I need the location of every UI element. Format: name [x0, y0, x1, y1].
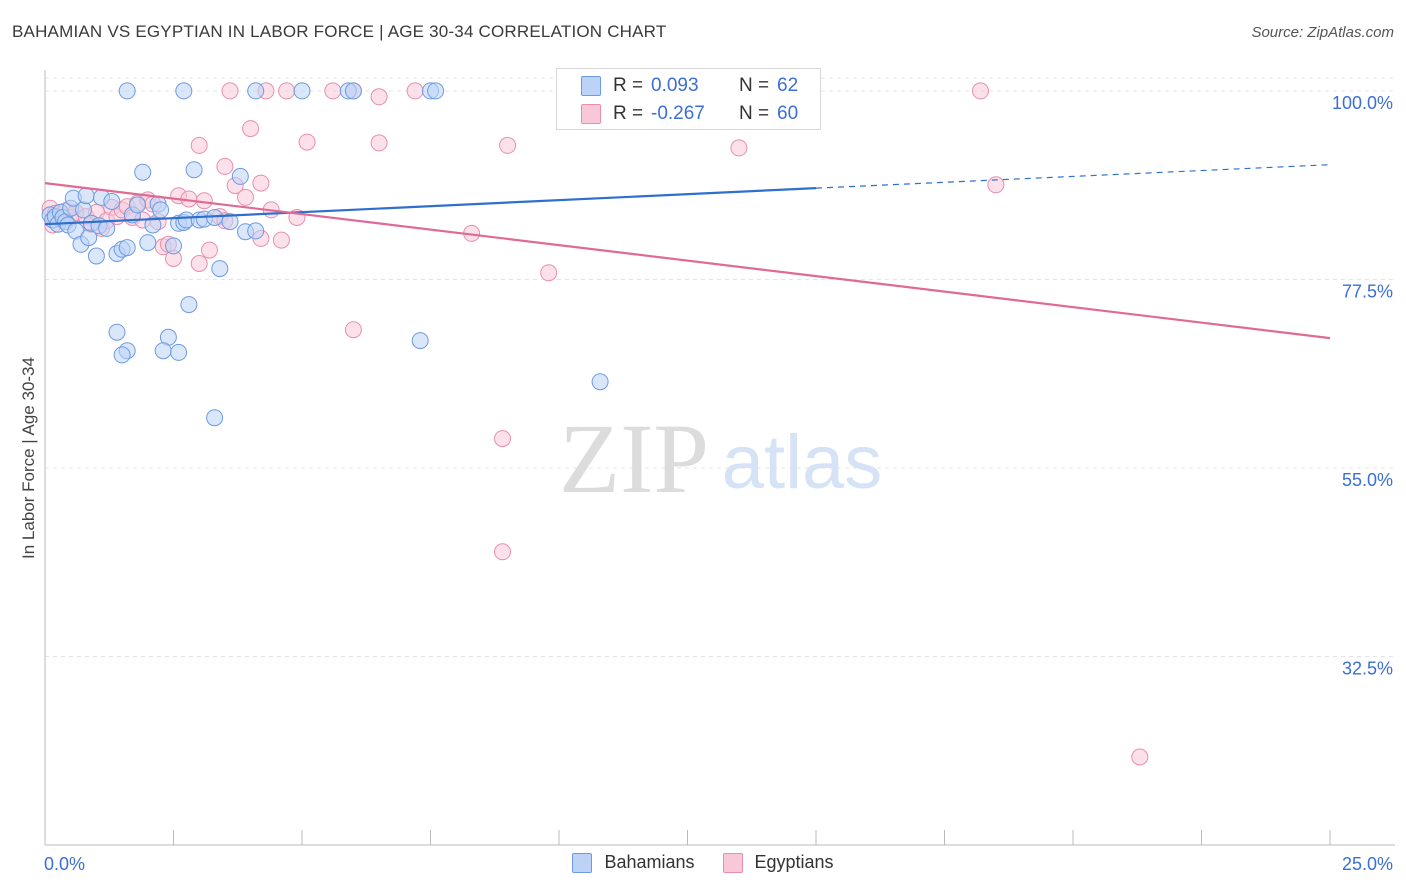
- bahamians-point-45: [247, 222, 265, 240]
- bahamians-point-13: [77, 187, 95, 205]
- bahamians-point-30: [152, 201, 170, 219]
- bahamians-point-16: [87, 247, 105, 265]
- chart-title: BAHAMIAN VS EGYPTIAN IN LABOR FORCE | AG…: [12, 22, 667, 41]
- series-legend: Bahamians Egyptians: [0, 852, 1406, 873]
- n-value: 60: [777, 103, 799, 124]
- egyptians-trend-line: [44, 182, 1331, 340]
- egyptians-point-52: [252, 174, 270, 192]
- r-label: R =: [613, 103, 644, 124]
- bahamians-point-61: [427, 82, 445, 100]
- egyptians-swatch: [722, 852, 743, 873]
- bahamians-swatch: [572, 852, 593, 873]
- x-tick-label-max: 25.0%: [1342, 854, 1393, 874]
- n-label: N =: [739, 103, 770, 124]
- legend-row-bahamians: R = 0.093 N = 62: [581, 73, 798, 99]
- bahamians-point-19: [98, 219, 116, 237]
- egyptians-point-60: [972, 82, 989, 100]
- bahamians-point-41: [211, 260, 229, 278]
- egyptians-point-53: [221, 82, 239, 100]
- n-value: 62: [777, 75, 799, 96]
- bahamians-point-53: [591, 373, 609, 391]
- bahamians-point-26: [134, 163, 152, 181]
- bahamians-point-23: [118, 239, 136, 257]
- bahamians-point-20: [103, 193, 121, 210]
- n-label: N =: [739, 75, 770, 96]
- egyptians-swatch: [581, 104, 601, 124]
- legend-item-bahamians[interactable]: Bahamians: [572, 852, 695, 873]
- bahamians-point-43: [231, 167, 249, 185]
- legend-label-egyptians: Egyptians: [754, 852, 834, 872]
- bahamians-point-56: [247, 82, 265, 100]
- r-value: -0.267: [651, 103, 705, 124]
- egyptians-point-43: [987, 176, 1005, 194]
- egyptians-point-56: [324, 82, 342, 100]
- bahamians-point-54: [118, 82, 136, 100]
- source-label: Source: ZipAtlas.com: [1251, 24, 1394, 41]
- egyptians-point-46: [216, 157, 234, 175]
- r-label: R =: [613, 75, 644, 96]
- x-tick-label-min: 0.0%: [44, 854, 85, 874]
- egyptians-point-40: [540, 264, 558, 282]
- egyptians-point-44: [1131, 748, 1149, 766]
- correlation-legend: R = 0.093 N = 62 R = -0.267 N = 60: [556, 68, 821, 130]
- y-tick-label: 55.0%: [1342, 470, 1393, 490]
- gridlines: [45, 77, 1395, 657]
- tick-labels: 32.5% 55.0% 77.5% 100.0% 0.0% 25.0%: [44, 93, 1393, 874]
- egyptians-point-48: [298, 133, 316, 151]
- bahamians-point-47: [154, 342, 172, 360]
- watermark-atlas: atlas: [722, 420, 883, 505]
- y-tick-label: 100.0%: [1332, 93, 1393, 113]
- bahamians-point-59: [344, 82, 362, 100]
- y-tick-label: 32.5%: [1342, 658, 1393, 678]
- bahamians-point-55: [175, 82, 193, 100]
- egyptians-point-51: [730, 139, 748, 157]
- egyptians-point-59: [406, 82, 424, 100]
- bahamians-points: [41, 82, 609, 427]
- egyptians-point-33: [237, 188, 254, 206]
- egyptians-point-55: [278, 82, 296, 100]
- bahamians-point-37: [185, 161, 203, 179]
- legend-label-bahamians: Bahamians: [604, 852, 695, 872]
- egyptians-point-45: [190, 136, 208, 154]
- egyptians-point-36: [272, 231, 290, 249]
- bahamians-point-42: [221, 213, 239, 231]
- egyptians-point-27: [190, 255, 208, 272]
- bahamians-point-52: [411, 332, 429, 350]
- egyptians-point-38: [344, 321, 362, 339]
- bahamians-point-25: [129, 196, 146, 214]
- bahamians-point-27: [139, 234, 157, 252]
- legend-item-egyptians[interactable]: Egyptians: [722, 852, 834, 873]
- bahamians-point-32: [165, 237, 182, 255]
- bahamians-point-36: [180, 296, 198, 314]
- bahamians-point-28: [144, 216, 162, 234]
- bahamians-point-46: [206, 409, 224, 427]
- r-value: 0.093: [651, 75, 699, 96]
- bahamians-point-57: [293, 82, 311, 100]
- bahamians-swatch: [581, 76, 601, 96]
- bahamians-trend-line: [44, 187, 817, 226]
- egyptians-point-49: [370, 134, 388, 152]
- watermark-zip: ZIP: [559, 403, 709, 514]
- trend-lines: [44, 164, 1331, 340]
- y-tick-label: 77.5%: [1342, 281, 1393, 301]
- egyptians-point-42: [494, 543, 511, 561]
- legend-row-egyptians: R = -0.267 N = 60: [581, 101, 798, 127]
- bahamians-point-48: [170, 343, 188, 361]
- egyptians-point-29: [201, 241, 218, 259]
- bahamians-trend-extension: [815, 164, 1331, 189]
- axes: [44, 70, 1395, 846]
- egyptians-point-50: [499, 136, 517, 154]
- egyptians-point-58: [370, 88, 388, 106]
- watermark: ZIP atlas: [559, 403, 882, 514]
- egyptians-point-41: [494, 430, 511, 448]
- bahamians-point-50: [113, 346, 131, 364]
- bahamians-point-51: [108, 323, 126, 341]
- egyptians-point-47: [242, 120, 260, 138]
